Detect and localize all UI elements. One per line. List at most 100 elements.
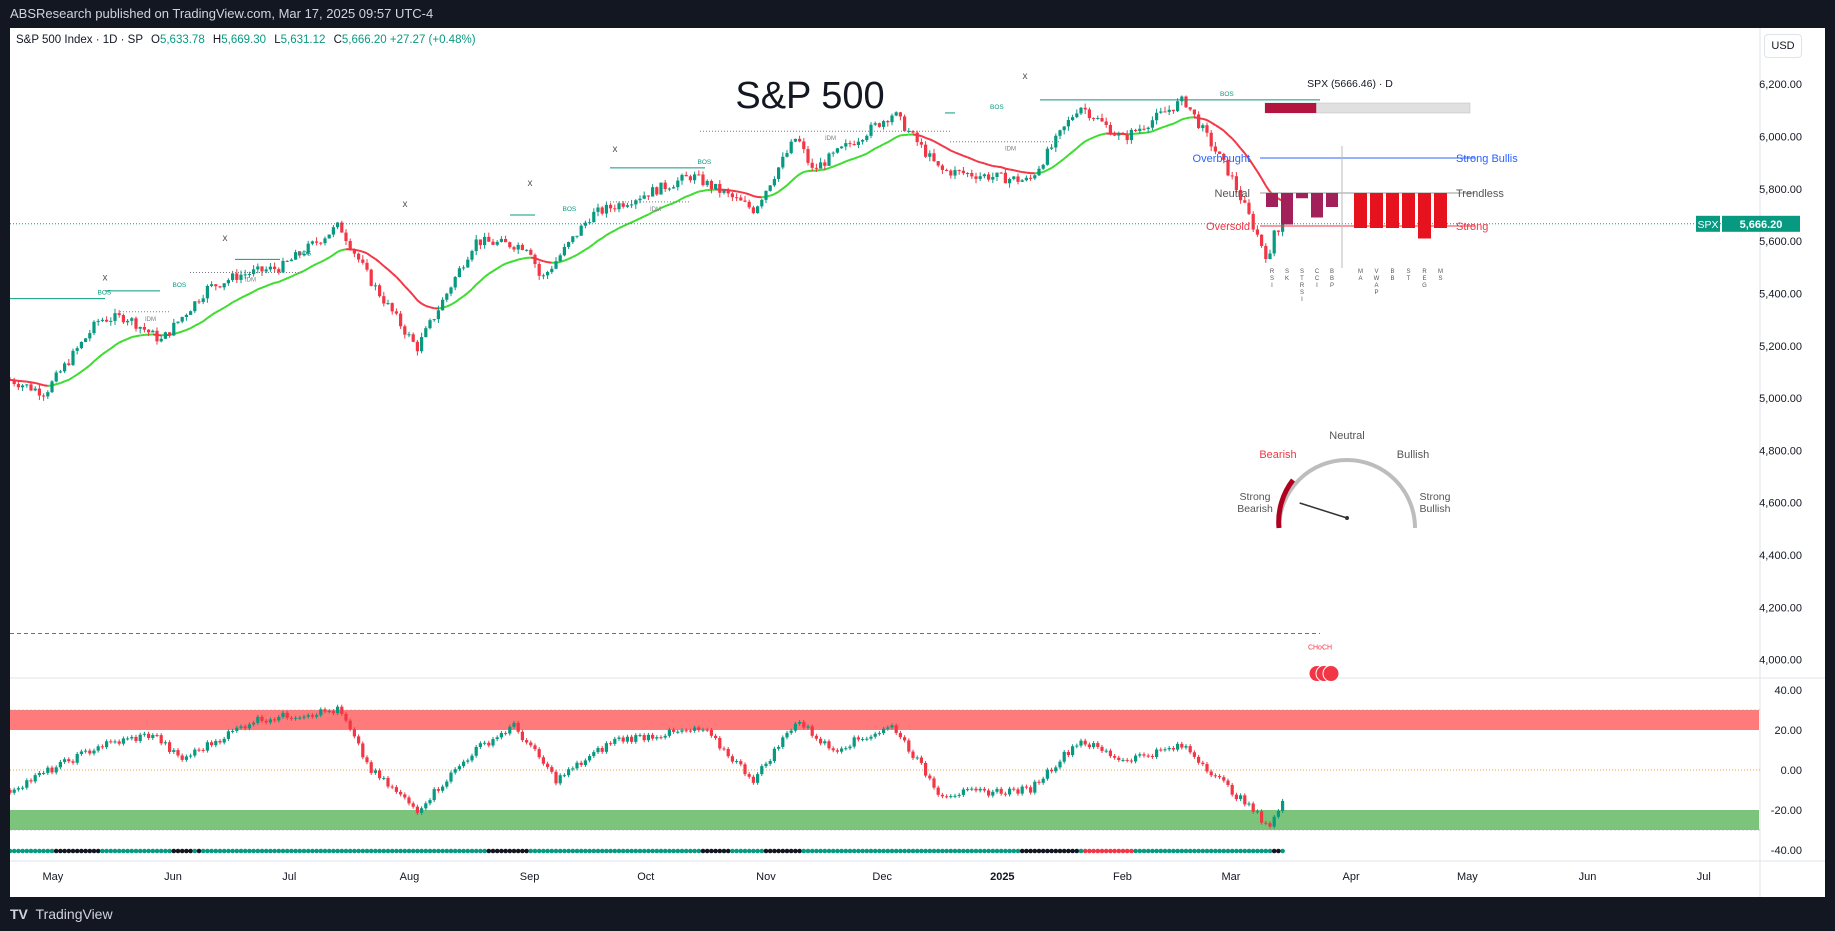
candle-body (646, 195, 650, 197)
ema-line-segment (954, 151, 960, 155)
ema-line-segment (118, 339, 124, 344)
candle-body (982, 174, 986, 177)
candle-body (386, 303, 390, 305)
ema-line-segment (1214, 124, 1221, 129)
signal-dot (1036, 848, 1042, 854)
ema-line-segment (496, 264, 502, 270)
candle-body (781, 156, 785, 168)
ema-line-segment (471, 283, 477, 290)
osc-candle (554, 771, 558, 784)
trend-bar-label: S (1438, 276, 1442, 282)
candle-body (1041, 164, 1045, 169)
candle-body (1075, 113, 1079, 118)
ema-line-segment (828, 165, 834, 169)
signal-dot (692, 848, 697, 854)
osc-candle (285, 712, 289, 718)
signal-dot (1162, 848, 1168, 854)
osc-candle (709, 730, 713, 736)
ema-line-segment (462, 292, 469, 297)
signal-dot (360, 848, 366, 854)
osc-candle (1163, 749, 1167, 751)
signal-dot (486, 848, 492, 854)
candle-body (441, 299, 445, 311)
osc-candle (495, 737, 499, 740)
candle-body (680, 174, 684, 181)
trend-bar (1418, 193, 1431, 239)
osc-candle (743, 764, 747, 775)
signal-dot (381, 848, 387, 854)
signal-dot (436, 848, 441, 854)
signal-dot (1250, 848, 1256, 854)
ema-line-segment (610, 229, 616, 234)
signal-dot (910, 848, 916, 854)
osc-candle (760, 766, 764, 775)
osc-candle (1247, 803, 1251, 805)
ema-line-segment (891, 136, 897, 141)
osc-candle (130, 736, 134, 739)
osc-candle (546, 763, 550, 768)
signal-dot (410, 848, 416, 854)
ema-line-segment (248, 290, 255, 295)
signal-dot (801, 848, 807, 854)
candle-body (1117, 133, 1121, 136)
signal-dot (242, 848, 248, 854)
osc-candle (1037, 781, 1041, 783)
osc-candle (1129, 760, 1133, 762)
signal-dot (717, 848, 723, 854)
trend-bar-label: S (1406, 269, 1410, 275)
candle-body (373, 285, 377, 287)
osc-candle (462, 761, 466, 767)
ema-line-segment (320, 258, 326, 263)
gauge-pivot (1345, 516, 1349, 520)
ema-line-segment (421, 302, 427, 307)
signal-dot (629, 848, 634, 854)
osc-candle (344, 713, 348, 721)
osc-candle (840, 748, 844, 752)
signal-dot (713, 848, 718, 854)
ema-line-segment (378, 261, 385, 267)
ema-line-segment (580, 248, 586, 254)
candle-body (1218, 151, 1222, 154)
candle-body (462, 267, 466, 269)
signal-dot (784, 848, 790, 854)
signal-dot (515, 848, 521, 854)
signal-dot (986, 848, 991, 854)
ema-line-segment (1172, 120, 1179, 125)
ema-line-segment (1080, 140, 1086, 146)
chart-frame[interactable]: 6,200.00 6,000.00 5,800.00 5,600.00 5,400.00… (10, 28, 1825, 897)
idm-label: IDM (650, 207, 661, 213)
price-chart[interactable]: 6,200.00 6,000.00 5,800.00 5,600.00 5,400.00… (10, 28, 1825, 897)
gauge-arc (1277, 458, 1417, 529)
candle-body (172, 322, 176, 336)
signal-dot (100, 848, 105, 854)
osc-candle (600, 748, 604, 752)
candle-body (1125, 134, 1129, 141)
trend-bar-label: P (1374, 290, 1378, 296)
candle-body (667, 188, 671, 190)
strong-bearish-label: Strong (1456, 221, 1488, 233)
signal-dot (1276, 848, 1281, 854)
candle-body (109, 320, 113, 322)
signal-dot (70, 848, 76, 854)
osc-candle (672, 729, 676, 732)
signal-dot (675, 848, 681, 854)
candle-body (722, 190, 726, 193)
signal-dot (557, 848, 563, 854)
signal-dot (20, 848, 25, 854)
candle-body (554, 261, 558, 269)
time-tick-label: May (42, 871, 63, 883)
currency-button[interactable]: USD (1764, 34, 1802, 58)
osc-candle (483, 742, 487, 744)
oscillator-bar-label: T (1300, 276, 1304, 282)
signal-dot (511, 848, 517, 854)
osc-candle (558, 775, 562, 784)
osc-candle (453, 769, 457, 773)
candle-body (445, 293, 449, 300)
ema-line-segment (841, 160, 847, 165)
signal-dot (284, 848, 290, 854)
osc-candle (193, 749, 197, 756)
trend-bar-label: W (1374, 276, 1380, 282)
ema-line-segment (874, 145, 880, 150)
osc-candle (294, 717, 298, 719)
ema-line-segment (1101, 132, 1107, 136)
